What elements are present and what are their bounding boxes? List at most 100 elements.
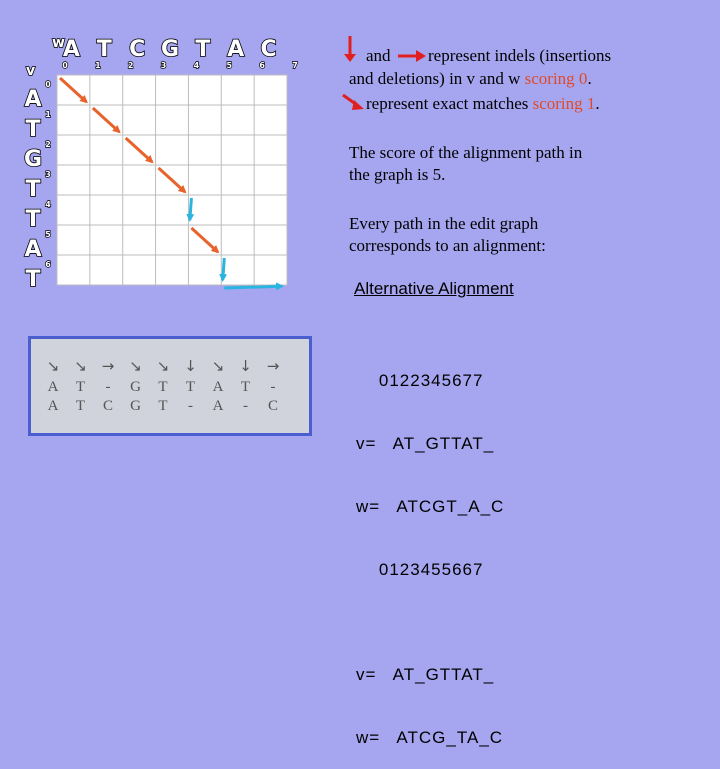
panel-bottom-char: - [243,398,248,414]
legend-and-text: and [366,46,391,65]
w-variable-label: w [52,35,65,51]
legend-line-2: and deletions) in v and w scoring 0. [349,68,592,90]
diagonal-arrow-icon [342,93,364,110]
alignment-line: w= ATCGT_A_C [356,497,505,516]
indel-edge-arrow [219,257,228,283]
match-edge-arrow [157,166,187,194]
panel-top-char: T [241,379,250,395]
panel-arrow-icon: ↓ [184,357,197,375]
panel-bottom-char: C [268,398,278,414]
path-paragraph: Every path in the edit graph corresponds… [349,213,546,257]
panel-arrow-icon: → [267,357,280,375]
indel-edge-arrow [186,197,195,223]
row-tick: 3 [45,170,51,179]
panel-top-char: - [271,379,276,395]
panel-top-char: G [130,379,141,395]
v-variable-label: v [26,63,35,79]
v-letter: T [25,177,40,202]
w-letter: G [161,37,179,62]
right-arrow-icon [398,50,426,62]
column-index-ticks: 0 1 2 3 4 5 6 7 [62,60,299,70]
col-tick: 0 [62,61,68,70]
w-letter: A [227,37,244,62]
w-letter: C [260,37,276,62]
v-letter: A [24,87,41,112]
alignment-line: 0123455667 [356,560,484,579]
alignment-line: v= AT_GTTAT_ [356,434,495,453]
edit-graph-gridlines [57,75,287,285]
w-letter: T [97,37,112,62]
w-letter: T [195,37,210,62]
row-tick: 4 [45,200,51,209]
legend-score-1: scoring 1 [532,94,596,113]
path-line-2: corresponds to an alignment: [349,236,546,255]
alternative-alignment-text: 0122345677 v= AT_GTTAT_ w= ATCGT_A_C 012… [356,328,504,769]
panel-bottom-char: A [213,398,224,414]
score-line-1: The score of the alignment path in [349,143,583,162]
col-tick: 2 [128,61,134,70]
panel-bottom-char: - [188,398,193,414]
match-edge-arrow [124,136,154,164]
match-edge-arrow [91,106,121,134]
alternative-alignment-heading: Alternative Alignment [354,279,514,298]
indel-edge-arrow [224,282,285,290]
legend-score-0: scoring 0 [524,69,588,88]
alignment-panel: ↘ A A ↘ T T → - C ↘ G G ↘ T T ↓ T - ↘ A A ↓ T - → - C [28,336,312,436]
row-tick: 0 [45,80,51,89]
row-tick: 5 [45,230,51,239]
panel-bottom-char: G [130,398,141,414]
panel-bottom-char: T [158,398,167,414]
v-letter: A [24,237,41,262]
col-tick: 3 [161,61,167,70]
panel-bottom-char: C [103,398,113,414]
match-edge-arrow [190,226,220,254]
alignment-line: w= ATCG_TA_C [356,728,504,747]
panel-arrow-icon: → [102,357,115,375]
legend-line-3-start: represent exact matches [366,94,533,113]
panel-arrow-icon: ↘ [129,357,142,375]
col-tick: 6 [259,61,265,70]
col-tick: 7 [292,61,298,70]
v-letter: T [25,267,40,290]
v-letter: G [24,147,42,172]
panel-arrow-icon: ↘ [212,357,225,375]
alignment-panel-content: ↘AA↘TT→-C↘GG↘TT↓T-↘AA↓T-→-C [47,357,280,414]
w-letter: C [129,37,145,62]
down-arrow-icon [344,36,356,62]
col-tick: 5 [226,61,232,70]
legend-line-2-start: and deletions) in v and w [349,69,525,88]
panel-arrow-icon: ↘ [74,357,87,375]
col-tick: 1 [95,61,101,70]
panel-arrow-icon: ↘ [157,357,170,375]
match-edge-arrow [58,76,88,104]
panel-arrow-icon: ↘ [47,357,60,375]
row-tick: 1 [45,110,51,119]
score-paragraph: The score of the alignment path in the g… [349,142,582,186]
panel-top-char: - [106,379,111,395]
score-line-2: the graph is 5. [349,165,446,184]
legend-line-3-end: . [595,94,600,113]
row-tick: 6 [45,260,51,269]
legend-indel-text: represent indels (insertions [428,46,612,65]
panel-arrow-icon: ↓ [239,357,252,375]
v-letter: T [25,207,40,232]
alignment-line: 0122345677 [356,371,484,390]
alignment-line: v= AT_GTTAT_ [356,665,495,684]
w-letter: A [63,37,80,62]
panel-bottom-char: T [76,398,85,414]
row-tick: 2 [45,140,51,149]
alignment-path [58,76,285,290]
panel-top-char: T [76,379,85,395]
legend-line-2-end: . [587,69,592,88]
panel-top-char: T [186,379,195,395]
legend-line-3: represent exact matches scoring 1. [366,93,600,115]
path-line-1: Every path in the edit graph [349,214,539,233]
panel-top-char: A [48,379,59,395]
panel-top-char: A [213,379,224,395]
v-letter: T [25,117,40,142]
panel-bottom-char: A [48,398,59,414]
